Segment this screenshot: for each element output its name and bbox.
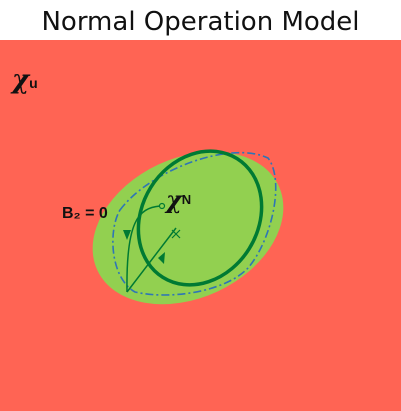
normal-set-boundary bbox=[136, 149, 264, 287]
diagram-title: Normal Operation Model bbox=[41, 7, 360, 37]
estimated-boundary-curve bbox=[112, 151, 277, 296]
equilibrium-marker bbox=[171, 229, 181, 239]
trajectory-arrowhead-down bbox=[123, 230, 131, 240]
trajectory-path-down bbox=[126, 205, 161, 293]
trajectory-start-point bbox=[158, 202, 166, 210]
boundary-label: B₂ = 0 bbox=[62, 205, 108, 222]
unsafe-set-symbol: χ bbox=[10, 65, 31, 95]
trajectory-arrowhead-up bbox=[158, 252, 165, 264]
trajectory bbox=[123, 202, 181, 293]
normal-set-label: χN bbox=[164, 185, 191, 214]
unsafe-set-subscript: u bbox=[29, 75, 38, 91]
normal-set-symbol: χ bbox=[164, 185, 183, 214]
unsafe-set-label: χu bbox=[10, 65, 38, 95]
trajectory-path-up bbox=[126, 227, 177, 293]
normal-set-subscript: N bbox=[182, 192, 191, 207]
diagram-svg: χu χN B₂ = 0 bbox=[0, 40, 401, 411]
